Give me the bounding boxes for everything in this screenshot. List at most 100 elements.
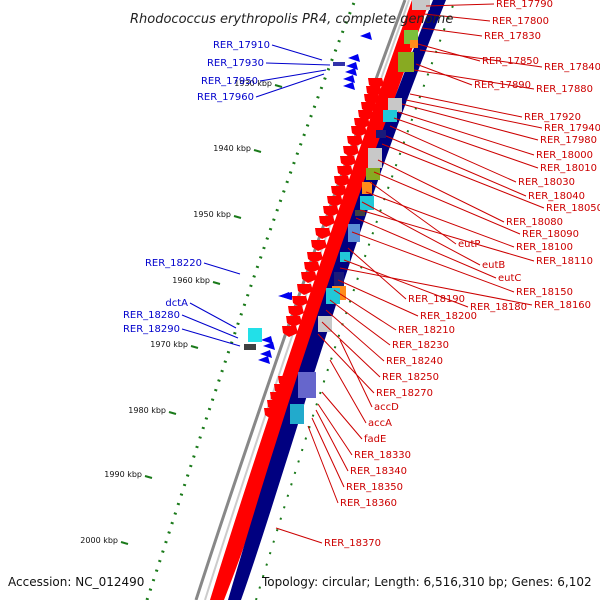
gene-label[interactable]: eutB <box>482 260 505 271</box>
gene-label[interactable]: RER_17830 <box>484 31 541 42</box>
gene-leader-line <box>385 135 527 197</box>
gene-leader-line <box>181 314 239 339</box>
kbp-label: 1940 kbp <box>213 144 251 153</box>
gene-block <box>298 372 316 398</box>
gene-leader-line <box>393 117 539 169</box>
gene-label[interactable]: RER_17910 <box>213 40 270 51</box>
gene-label[interactable]: accD <box>374 402 399 413</box>
gene-label[interactable]: RER_18240 <box>386 356 443 367</box>
forward-gene-arrow <box>351 126 367 137</box>
gene-label[interactable]: RER_17980 <box>540 135 597 146</box>
gene-label[interactable]: fadE <box>364 434 386 445</box>
gene-block <box>248 328 262 342</box>
forward-gene-arrow <box>292 296 308 307</box>
gene-label[interactable]: RER_18000 <box>536 150 593 161</box>
gene-leader-line <box>343 259 469 308</box>
gene-label[interactable]: RER_18280 <box>123 310 180 321</box>
forward-gene-labels: RER_17790 RER_17800 RER_17830 RER_17850 RER_… <box>275 0 600 549</box>
reverse-gene-labels: RER_17910 RER_17930 RER_17950 RER_17960 RER_… <box>123 40 331 347</box>
gene-block <box>333 62 345 66</box>
gene-leader-line <box>315 409 349 472</box>
gene-label[interactable]: RER_18230 <box>392 340 449 351</box>
gene-leader-line <box>275 527 323 544</box>
reverse-gene-arrow <box>360 32 372 40</box>
gene-label[interactable]: RER_18340 <box>350 466 407 477</box>
gene-label[interactable]: RER_18290 <box>123 324 180 335</box>
gene-label[interactable]: RER_18050 <box>546 203 600 214</box>
kbp-tick <box>253 149 262 153</box>
kbp-tick <box>212 281 221 285</box>
forward-gene-arrow <box>347 136 363 147</box>
kbp-tick <box>168 411 177 415</box>
gene-leader-line <box>321 321 381 378</box>
gene-leader-line <box>325 309 385 362</box>
gene-label[interactable]: RER_18080 <box>506 217 563 228</box>
gene-label[interactable]: RER_18200 <box>420 311 477 322</box>
gene-label[interactable]: RER_17930 <box>207 58 264 69</box>
gene-label[interactable]: RER_18040 <box>528 191 585 202</box>
gene-leader-line <box>421 27 483 37</box>
reverse-gene-arrow <box>345 68 357 76</box>
gene-leader-line <box>337 279 419 317</box>
inner-tick-ring <box>255 0 456 600</box>
forward-gene-arrow <box>315 228 331 239</box>
gene-label[interactable]: eutP <box>458 239 480 250</box>
forward-gene-arrow <box>334 176 350 187</box>
gene-label[interactable]: RER_17890 <box>474 80 531 91</box>
gene-label[interactable]: accA <box>368 418 392 429</box>
gene-leader-line <box>365 191 515 248</box>
gene-leader-line <box>329 299 391 346</box>
gene-label[interactable]: RER_18270 <box>376 388 433 399</box>
gene-label[interactable]: RER_17920 <box>524 112 581 123</box>
forward-gene-arrow <box>343 146 359 157</box>
gene-label[interactable]: RER_18150 <box>516 287 573 298</box>
gene-label[interactable]: RER_18090 <box>522 229 579 240</box>
gene-leader-line <box>409 93 523 118</box>
gene-block <box>410 40 418 48</box>
gene-label[interactable]: dctA <box>165 298 188 309</box>
gene-label[interactable]: RER_17800 <box>492 16 549 27</box>
gene-block <box>362 182 372 194</box>
kbp-tick <box>120 541 129 545</box>
gene-label[interactable]: RER_18030 <box>518 177 575 188</box>
gene-leader-line <box>381 143 545 209</box>
gene-label[interactable]: RER_17950 <box>201 76 258 87</box>
gene-block <box>398 52 414 72</box>
forward-gene-arrow <box>323 206 339 217</box>
gene-label[interactable]: RER_17880 <box>536 84 593 95</box>
forward-gene-arrow <box>291 352 299 358</box>
gene-label[interactable]: RER_17850 <box>482 56 539 67</box>
gene-leader-line <box>423 13 491 22</box>
reverse-gene-arrow <box>260 350 272 358</box>
gene-label[interactable]: RER_18360 <box>340 498 397 509</box>
gene-label[interactable]: RER_18250 <box>382 372 439 383</box>
forward-gene-arrow <box>286 316 302 327</box>
gene-label[interactable]: RER_18330 <box>354 450 411 461</box>
gene-label[interactable]: RER_18370 <box>324 538 381 549</box>
reverse-gene-arrow <box>346 62 358 70</box>
reverse-gene-arrow <box>261 336 273 344</box>
gene-label[interactable]: RER_18190 <box>408 294 465 305</box>
gene-block <box>412 0 430 10</box>
gene-label[interactable]: RER_17790 <box>496 0 553 10</box>
gene-label[interactable]: RER_18160 <box>534 300 591 311</box>
outer-tick-ring <box>145 0 357 600</box>
gene-label[interactable]: RER_18350 <box>346 482 403 493</box>
gene-label[interactable]: RER_17940 <box>544 123 600 134</box>
gene-label[interactable]: RER_18180 <box>470 302 527 313</box>
gene-leader-line <box>405 99 543 129</box>
gene-label[interactable]: RER_17840 <box>544 62 600 73</box>
reverse-gene-arrow <box>343 75 355 83</box>
gene-label[interactable]: RER_17960 <box>197 92 254 103</box>
gene-leader-line <box>351 231 515 293</box>
gene-label[interactable]: eutC <box>498 273 521 284</box>
gene-label[interactable]: RER_18210 <box>398 325 455 336</box>
gene-label[interactable]: RER_18110 <box>536 256 593 267</box>
gene-leader-line <box>203 262 241 275</box>
gene-leader-line <box>307 425 339 504</box>
gene-label[interactable]: RER_18100 <box>516 242 573 253</box>
gene-leader-line <box>339 339 373 408</box>
gene-label[interactable]: RER_18010 <box>540 163 597 174</box>
gene-block <box>355 210 365 216</box>
gene-label[interactable]: RER_18220 <box>145 258 202 269</box>
